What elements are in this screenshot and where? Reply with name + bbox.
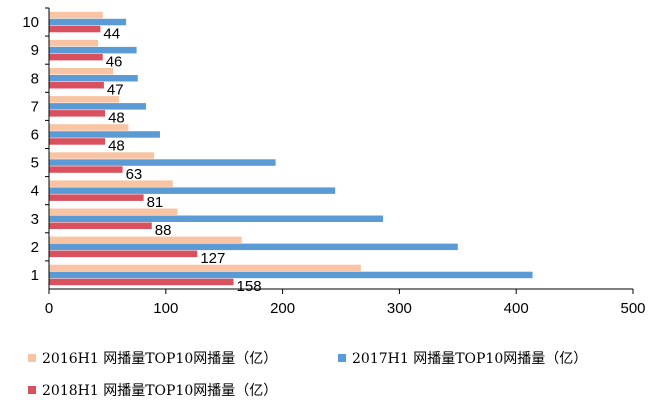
bar-s2-cat-5 xyxy=(49,159,276,166)
bar-s1-cat-4 xyxy=(49,180,173,187)
legend-swatch-2016 xyxy=(28,354,36,362)
bar-s1-cat-5 xyxy=(49,152,155,159)
x-tick-label-500: 500 xyxy=(620,300,645,317)
x-tick-label-100: 100 xyxy=(153,300,178,317)
data-label-cat-6: 48 xyxy=(108,138,125,155)
bar-s3-cat-3 xyxy=(49,222,152,229)
bar-s1-cat-10 xyxy=(49,11,103,19)
bar-s2-cat-2 xyxy=(49,243,458,251)
data-label-cat-10: 44 xyxy=(103,25,120,42)
legend-label-2018: 2018H1 网播量TOP10网播量（亿） xyxy=(42,383,278,399)
y-tick-label-7: 7 xyxy=(31,98,39,115)
bar-s1-cat-8 xyxy=(49,68,114,75)
data-label-cat-4: 81 xyxy=(147,194,164,211)
bar-s3-cat-7 xyxy=(49,110,106,117)
legend-item-2016: 2016H1 网播量TOP10网播量（亿） xyxy=(28,348,277,368)
bar-s1-cat-6 xyxy=(49,124,129,131)
legend-label-2017: 2017H1 网播量TOP10网播量（亿） xyxy=(352,351,588,367)
y-tick-label-5: 5 xyxy=(31,155,39,172)
bar-s1-cat-1 xyxy=(49,264,361,272)
bar-s3-cat-2 xyxy=(49,250,198,258)
bar-s3-cat-4 xyxy=(49,194,144,201)
bar-s2-cat-3 xyxy=(49,215,384,222)
bar-s1-cat-3 xyxy=(49,208,178,215)
bar-s1-cat-2 xyxy=(49,236,242,244)
legend-label-2016: 2016H1 网播量TOP10网播量（亿） xyxy=(42,351,278,367)
legend-swatch-2018 xyxy=(28,386,36,394)
data-label-cat-2: 127 xyxy=(200,250,225,267)
x-tick-label-0: 0 xyxy=(45,300,53,317)
y-tick-label-9: 9 xyxy=(31,42,39,59)
legend-swatch-2017 xyxy=(338,354,346,362)
y-tick-label-3: 3 xyxy=(31,211,39,228)
x-axis-ticks: 0 100 200 300 400 500 xyxy=(45,289,646,317)
bar-s2-cat-1 xyxy=(49,271,533,279)
y-axis-ticks: 1 2 3 4 5 6 7 8 9 10 xyxy=(22,7,49,284)
data-label-cat-3: 88 xyxy=(155,222,172,239)
bar-s3-cat-1 xyxy=(49,278,234,286)
y-tick-label-10: 10 xyxy=(22,14,39,31)
data-label-cat-8: 47 xyxy=(107,82,124,99)
data-label-cat-7: 48 xyxy=(108,110,125,127)
y-tick-label-4: 4 xyxy=(31,183,39,200)
x-tick-label-300: 300 xyxy=(387,300,412,317)
bar-s3-cat-6 xyxy=(49,138,106,145)
bar-s3-cat-5 xyxy=(49,166,123,173)
data-label-cat-5: 63 xyxy=(126,166,143,183)
bar-s2-cat-7 xyxy=(49,103,146,110)
bar-s3-cat-8 xyxy=(49,82,104,89)
y-tick-label-8: 8 xyxy=(31,70,39,87)
bar-s2-cat-8 xyxy=(49,75,138,82)
x-tick-label-400: 400 xyxy=(504,300,529,317)
legend-item-2017: 2017H1 网播量TOP10网播量（亿） xyxy=(338,348,587,368)
bar-s3-cat-10 xyxy=(49,25,101,33)
bar-s2-cat-10 xyxy=(49,18,127,26)
bar-s2-cat-6 xyxy=(49,131,160,138)
y-tick-label-1: 1 xyxy=(31,267,39,284)
data-label-cat-1: 158 xyxy=(237,278,262,295)
bar-s2-cat-9 xyxy=(49,46,137,54)
x-tick-label-200: 200 xyxy=(270,300,295,317)
bar-s1-cat-9 xyxy=(49,39,99,47)
legend-item-2018: 2018H1 网播量TOP10网播量（亿） xyxy=(28,380,277,400)
y-tick-label-6: 6 xyxy=(31,126,39,143)
bar-s1-cat-7 xyxy=(49,96,120,103)
bar-s2-cat-4 xyxy=(49,187,336,194)
bar-s3-cat-9 xyxy=(49,53,103,61)
y-tick-label-2: 2 xyxy=(31,239,39,256)
bars-layer xyxy=(49,11,533,286)
data-label-cat-9: 46 xyxy=(106,53,123,70)
